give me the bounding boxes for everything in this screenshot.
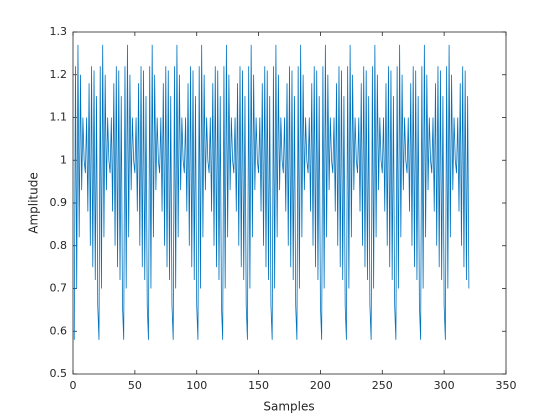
y-tick-label: 1.1 [50,111,68,124]
y-tick-label: 1 [60,153,67,166]
x-tick-label: 350 [496,379,517,392]
y-tick-label: 0.9 [50,196,68,209]
y-axis-label: Amplitude [27,172,41,234]
x-axis-label: Samples [263,400,314,414]
y-tick-label: 0.8 [50,239,68,252]
y-tick-label: 0.6 [50,324,68,337]
y-tick-label: 1.2 [50,68,68,81]
x-tick-label: 300 [434,379,455,392]
y-tick-label: 0.5 [50,367,68,380]
x-tick-label: 250 [372,379,393,392]
y-tick-label: 0.7 [50,282,68,295]
y-tick-label: 1.3 [50,25,68,38]
x-tick-label: 50 [128,379,142,392]
x-tick-label: 200 [310,379,331,392]
x-tick-label: 0 [70,379,77,392]
data-line [73,44,470,340]
x-tick-label: 100 [186,379,207,392]
x-tick-label: 150 [248,379,269,392]
